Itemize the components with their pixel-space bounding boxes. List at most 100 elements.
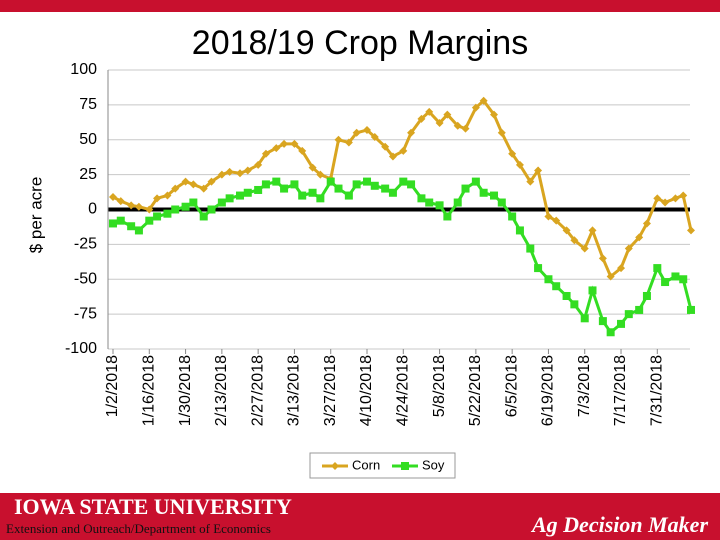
soy-marker	[381, 184, 390, 193]
soy-marker	[671, 272, 680, 281]
corn-marker	[272, 144, 281, 153]
corn-marker	[334, 135, 343, 144]
y-tick-label: 100	[70, 61, 97, 78]
corn-marker	[116, 197, 125, 206]
soy-marker	[243, 188, 252, 197]
soy-marker	[344, 191, 353, 200]
corn-marker	[407, 128, 416, 137]
x-tick-label: 5/8/2018	[431, 355, 448, 417]
corn-marker	[635, 233, 644, 242]
soy-marker	[598, 317, 607, 326]
soy-marker	[606, 328, 615, 337]
soy-marker	[363, 177, 372, 186]
corn-marker	[661, 198, 670, 207]
soy-marker	[526, 244, 535, 253]
legend-label: Soy	[422, 457, 445, 472]
soy-marker	[163, 209, 172, 218]
soy-marker	[399, 177, 408, 186]
corn-marker	[515, 160, 524, 169]
series-line	[112, 98, 693, 279]
soy-marker	[134, 226, 143, 235]
corn-marker	[153, 194, 162, 203]
corn-marker	[261, 149, 270, 158]
y-tick-label: 0	[88, 201, 97, 218]
soy-marker	[236, 191, 245, 200]
soy-marker	[490, 191, 499, 200]
corn-marker	[435, 119, 444, 128]
soy-marker	[497, 198, 506, 207]
corn-marker	[417, 114, 426, 123]
corn-marker	[298, 146, 307, 155]
soy-marker	[562, 291, 571, 300]
soy-marker	[370, 181, 379, 190]
soy-marker	[401, 462, 409, 470]
footer-band	[0, 493, 720, 540]
corn-marker	[562, 226, 571, 235]
legend-label: Corn	[352, 457, 380, 472]
soy-marker	[272, 177, 281, 186]
y-tick-label: -25	[74, 236, 97, 253]
soy-marker	[116, 216, 125, 225]
corn-marker	[127, 201, 136, 210]
y-tick-label: -100	[65, 340, 97, 357]
brand: Ag Decision Maker	[530, 512, 708, 537]
y-tick-label: -75	[74, 305, 97, 322]
soy-marker	[588, 286, 597, 295]
x-tick-label: 1/16/2018	[141, 355, 158, 426]
corn-marker	[570, 236, 579, 245]
chart-title: 2018/19 Crop Margins	[192, 24, 528, 62]
soy-marker	[443, 212, 452, 221]
corn-marker	[388, 152, 397, 161]
corn-marker	[443, 110, 452, 119]
top-band	[0, 0, 720, 12]
soy-marker	[217, 198, 226, 207]
corn-marker	[290, 139, 299, 148]
x-tick-label: 7/3/2018	[576, 355, 593, 417]
soy-marker	[308, 188, 317, 197]
corn-marker	[606, 272, 615, 281]
corn-marker	[425, 107, 434, 116]
soy-marker	[534, 264, 543, 273]
university-name: IOWA STATE UNIVERSITY	[14, 494, 292, 519]
soy-marker	[280, 184, 289, 193]
soy-marker	[189, 198, 198, 207]
x-tick-label: 2/13/2018	[213, 355, 230, 426]
soy-marker	[435, 201, 444, 210]
soy-marker	[479, 188, 488, 197]
soy-marker	[580, 314, 589, 323]
soy-marker	[687, 305, 695, 314]
plot: 100 75 50 25 0 -25 -50 -75 -100 1/2/2018 1/16/2018…	[65, 61, 695, 472]
corn-marker	[588, 226, 597, 235]
corn-marker	[399, 146, 408, 155]
x-tick-label: 6/19/2018	[540, 355, 557, 426]
soy-marker	[515, 226, 524, 235]
corn-marker	[254, 160, 263, 169]
corn-marker	[243, 166, 252, 175]
soy-marker	[624, 310, 633, 319]
corn-marker	[109, 192, 117, 201]
soy-marker	[254, 185, 263, 194]
corn-marker	[280, 139, 289, 148]
corn-marker	[544, 212, 553, 221]
x-tick-label: 3/27/2018	[322, 355, 339, 426]
soy-marker	[461, 184, 470, 193]
y-tick-label: 75	[79, 96, 97, 113]
soy-marker	[388, 188, 397, 197]
soy-marker	[181, 202, 190, 211]
corn-marker	[181, 177, 190, 186]
corn-marker	[217, 170, 226, 179]
soy-marker	[417, 194, 426, 203]
soy-marker	[171, 205, 180, 214]
soy-marker	[298, 191, 307, 200]
corn-marker	[471, 103, 480, 112]
corn-marker	[370, 132, 379, 141]
soy-marker	[290, 180, 299, 189]
soy-marker	[642, 291, 651, 300]
corn-marker	[308, 163, 317, 172]
soy-marker	[508, 212, 517, 221]
x-tick-label: 1/2/2018	[104, 355, 121, 417]
corn-marker	[653, 194, 662, 203]
x-tick-label: 2/27/2018	[249, 355, 266, 426]
y-tick-label: 50	[79, 131, 97, 148]
